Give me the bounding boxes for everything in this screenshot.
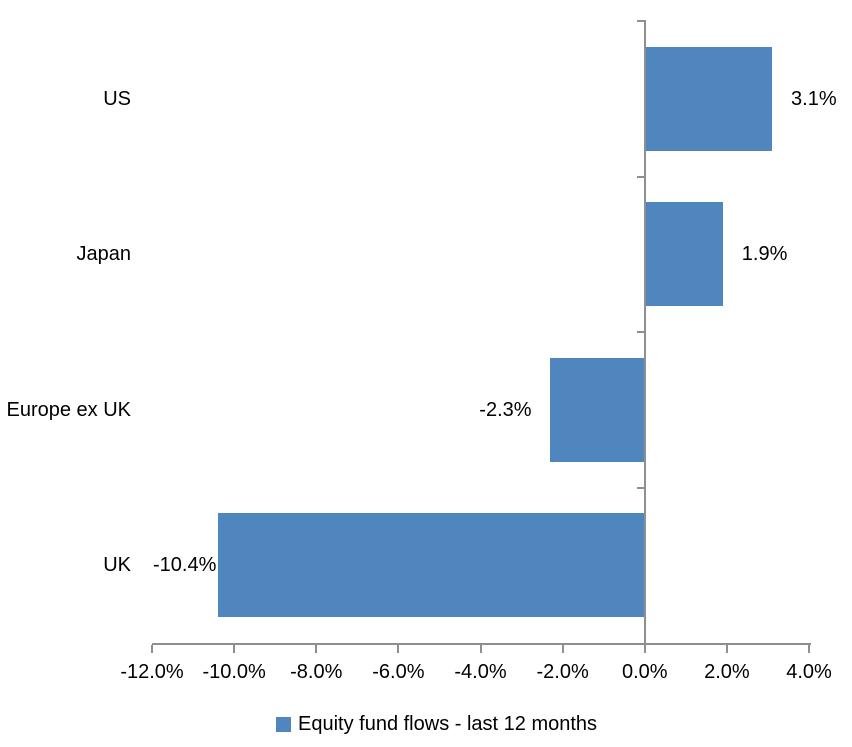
x-axis-tick bbox=[397, 645, 400, 653]
bar-europe-ex-uk bbox=[550, 357, 644, 462]
data-label-japan: 1.9% bbox=[741, 243, 788, 266]
x-axis-tick bbox=[561, 645, 564, 653]
legend-label: Equity fund flows - last 12 months bbox=[298, 713, 598, 735]
y-axis-tick bbox=[636, 20, 644, 22]
x-axis-line bbox=[152, 643, 811, 645]
legend: Equity fund flows - last 12 months bbox=[276, 710, 597, 738]
x-tick-label: 0.0% bbox=[621, 661, 668, 683]
y-axis-tick bbox=[636, 331, 644, 333]
x-tick-label: -8.0% bbox=[290, 661, 343, 683]
category-label-uk: UK bbox=[103, 554, 131, 577]
x-tick-label: -4.0% bbox=[454, 661, 507, 683]
y-axis-tick bbox=[636, 486, 644, 489]
x-tick-label: -10.0% bbox=[202, 661, 266, 683]
x-axis-tick bbox=[479, 645, 482, 653]
x-tick-label: 4.0% bbox=[786, 661, 832, 683]
x-axis-tick bbox=[725, 645, 728, 653]
x-axis-tick bbox=[808, 645, 810, 653]
x-axis-tick bbox=[315, 645, 318, 653]
category-label-europe-ex-uk: Europe ex UK bbox=[6, 398, 131, 421]
x-tick-label: -12.0% bbox=[120, 661, 184, 683]
legend-swatch-icon bbox=[276, 716, 291, 732]
x-axis-tick bbox=[151, 645, 153, 653]
bar-japan bbox=[645, 202, 723, 307]
y-axis-tick bbox=[636, 175, 644, 178]
category-label-us: US bbox=[103, 87, 131, 110]
data-label-us: 3.1% bbox=[791, 87, 837, 110]
x-axis-tick bbox=[643, 645, 646, 653]
x-tick-label: -6.0% bbox=[372, 661, 425, 683]
data-label-uk: -10.4% bbox=[153, 554, 217, 577]
x-tick-label: -2.0% bbox=[536, 661, 589, 683]
bar-us bbox=[645, 46, 773, 151]
x-tick-label: 2.0% bbox=[704, 661, 750, 683]
bar-uk bbox=[217, 513, 644, 618]
category-label-japan: Japan bbox=[76, 243, 132, 266]
zero-axis-line bbox=[643, 20, 646, 645]
data-label-europe-ex-uk: -2.3% bbox=[479, 398, 532, 421]
x-axis-tick bbox=[233, 645, 236, 653]
